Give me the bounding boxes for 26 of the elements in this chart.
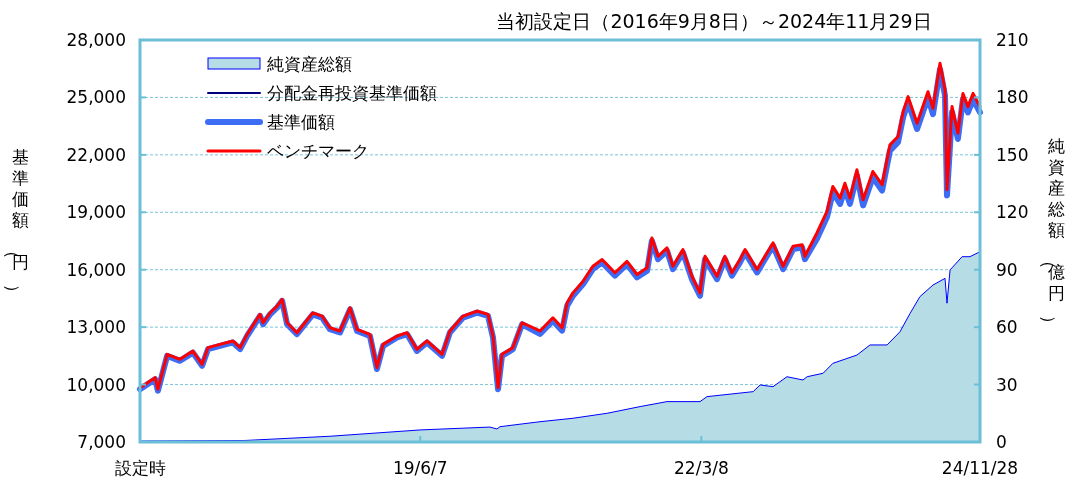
y-tick-label: 10,000 [66, 374, 126, 395]
chart-title: 当初設定日（2016年9月8日）～2024年11月29日 [496, 10, 932, 32]
y2-tick-label: 120 [996, 202, 1029, 223]
x-tick-label: 24/11/28 [941, 458, 1019, 478]
text: 純資産総額（億円） [1038, 136, 1065, 332]
y-tick-label: 7,000 [77, 432, 126, 452]
legend-label: 基準価額 [267, 112, 335, 132]
y2-tick-label: 210 [996, 30, 1029, 50]
y2-tick-label: 30 [996, 374, 1018, 395]
y-tick-label: 19,000 [66, 202, 126, 223]
y-tick-label: 25,000 [66, 87, 126, 108]
legend-label: ベンチマーク [267, 141, 369, 161]
y2-tick-label: 90 [996, 259, 1018, 280]
x-tick-label: 設定時 [114, 458, 166, 478]
y2-tick-label: 150 [996, 144, 1029, 165]
y-tick-label: 16,000 [66, 259, 126, 280]
y2-tick-label: 60 [996, 317, 1018, 338]
legend-label: 分配金再投資基準価額 [267, 83, 437, 103]
x-tick-label: 22/3/8 [674, 458, 729, 478]
y2-tick-label: 180 [996, 87, 1029, 108]
legend-label: 純資産総額 [267, 54, 352, 74]
y2-tick-label: 0 [996, 432, 1007, 452]
x-tick-label: 19/6/7 [392, 458, 448, 478]
y-tick-label: 13,000 [66, 317, 126, 338]
y-tick-label: 22,000 [66, 144, 126, 165]
y-tick-label: 28,000 [66, 30, 126, 50]
